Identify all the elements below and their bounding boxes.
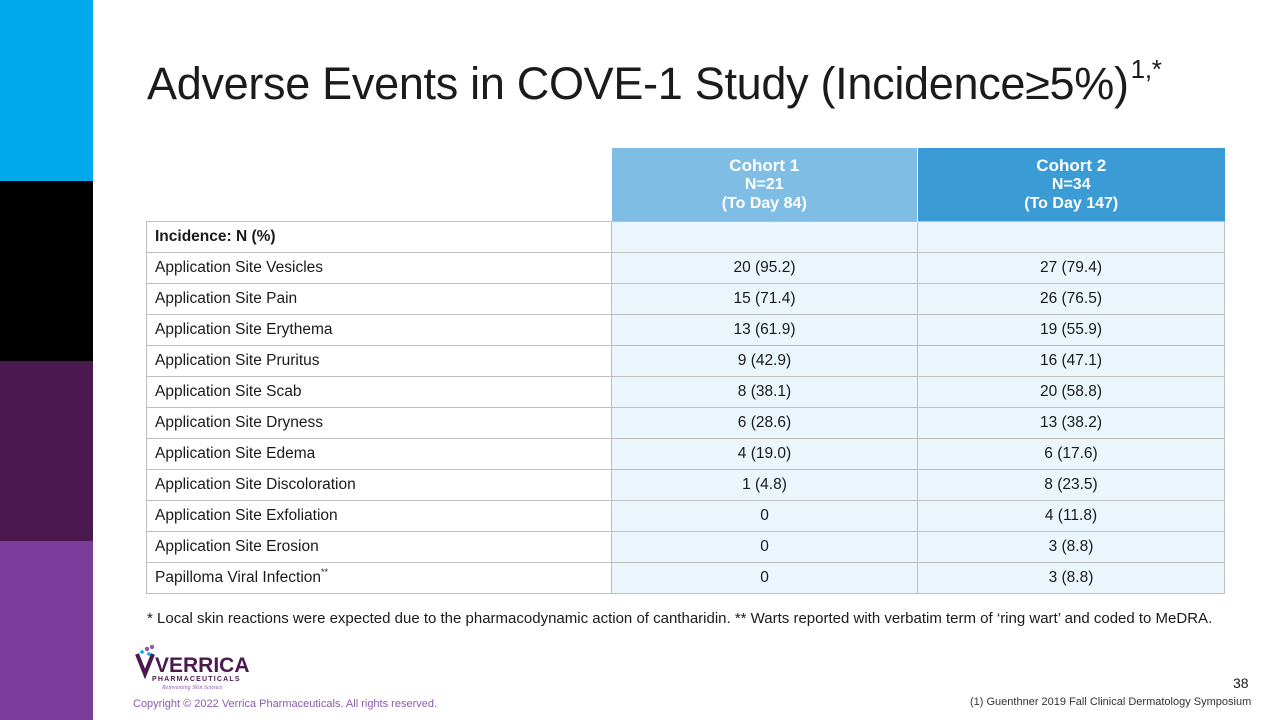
cohort-2-value: 26 (76.5) xyxy=(917,283,1225,315)
reference-citation: (1) Guenthner 2019 Fall Clinical Dermato… xyxy=(970,696,1252,708)
table-row: Application Site Scab 8 (38.1) 20 (58.8) xyxy=(146,376,1225,408)
cohort-2-value: 6 (17.6) xyxy=(917,438,1225,470)
logo-wordmark: VERRICA xyxy=(155,654,250,677)
cohort-1-value: 4 (19.0) xyxy=(611,438,918,470)
section-label: Incidence: N (%) xyxy=(146,221,612,253)
verrica-logo: VERRICA PHARMACEUTICALS Reinventing Skin… xyxy=(135,644,250,691)
row-label: Application Site Discoloration xyxy=(146,469,612,501)
logo-dots-icon xyxy=(140,644,155,656)
logo-tagline: Reinventing Skin Science xyxy=(161,685,223,691)
table-footnote: * Local skin reactions were expected due… xyxy=(147,610,1213,627)
accent-bar-plum xyxy=(0,361,93,541)
accent-bar-purple xyxy=(0,541,93,720)
cohort-2-value: 19 (55.9) xyxy=(917,314,1225,346)
cohort-2-value: 4 (11.8) xyxy=(917,500,1225,532)
row-label: Application Site Vesicles xyxy=(146,252,612,284)
table-row: Application Site Vesicles 20 (95.2) 27 (… xyxy=(146,252,1225,284)
cohort-2-value: 16 (47.1) xyxy=(917,345,1225,377)
table-row: Application Site Erythema 13 (61.9) 19 (… xyxy=(146,314,1225,346)
cohort-2-value: 20 (58.8) xyxy=(917,376,1225,408)
section-empty-cohort-1 xyxy=(611,221,918,253)
cohort-1-value: 9 (42.9) xyxy=(611,345,918,377)
cohort-2-title: Cohort 2 xyxy=(1036,156,1107,175)
cohort-1-value: 1 (4.8) xyxy=(611,469,918,501)
copyright-notice: Copyright © 2022 Verrica Pharmaceuticals… xyxy=(133,698,438,710)
section-empty-cohort-2 xyxy=(917,221,1225,253)
row-label: Application Site Exfoliation xyxy=(146,500,612,532)
cohort-2-value: 8 (23.5) xyxy=(917,469,1225,501)
slide-title-text: Adverse Events in COVE-1 Study (Incidenc… xyxy=(147,58,1129,109)
row-label: Application Site Scab xyxy=(146,376,612,408)
section-row: Incidence: N (%) xyxy=(146,221,1225,253)
cohort-2-period: (To Day 147) xyxy=(1024,195,1119,212)
cohort-2-value: 27 (79.4) xyxy=(917,252,1225,284)
row-label: Application Site Edema xyxy=(146,438,612,470)
cohort-1-value: 0 xyxy=(611,531,918,563)
row-label: Application Site Erosion xyxy=(146,531,612,563)
cohort-1-value: 13 (61.9) xyxy=(611,314,918,346)
cohort-1-value: 0 xyxy=(611,500,918,532)
slide-title: Adverse Events in COVE-1 Study (Incidenc… xyxy=(147,54,1162,110)
cohort-1-value: 6 (28.6) xyxy=(611,407,918,439)
row-label: Application Site Pruritus xyxy=(146,345,612,377)
row-label: Application Site Erythema xyxy=(146,314,612,346)
page-number: 38 xyxy=(1233,675,1249,691)
row-label-text: Papilloma Viral Infection xyxy=(155,569,321,586)
table-row: Application Site Edema 4 (19.0) 6 (17.6) xyxy=(146,438,1225,470)
table-row: Application Site Pain 15 (71.4) 26 (76.5… xyxy=(146,283,1225,315)
row-label: Application Site Pain xyxy=(146,283,612,315)
table-row: Application Site Dryness 6 (28.6) 13 (38… xyxy=(146,407,1225,439)
cohort-1-value: 20 (95.2) xyxy=(611,252,918,284)
cohort-2-n: N=34 xyxy=(1051,176,1091,193)
table-row: Application Site Exfoliation 0 4 (11.8) xyxy=(146,500,1225,532)
cohort-1-title: Cohort 1 xyxy=(729,156,800,175)
header-cohort-2: Cohort 2 N=34 (To Day 147) xyxy=(917,148,1225,222)
slide-title-superscript: 1,* xyxy=(1130,54,1162,84)
logo-v-mark xyxy=(135,653,155,680)
cohort-1-value: 0 xyxy=(611,562,918,594)
header-blank-cell xyxy=(147,148,612,222)
accent-bar-black xyxy=(0,181,93,361)
table-row: Papilloma Viral Infection** 0 3 (8.8) xyxy=(146,562,1225,594)
table-header-row: Cohort 1 N=21 (To Day 84) Cohort 2 N=34 … xyxy=(147,148,1225,222)
table-row: Application Site Erosion 0 3 (8.8) xyxy=(146,531,1225,563)
cohort-2-value: 3 (8.8) xyxy=(917,562,1225,594)
row-label: Application Site Dryness xyxy=(146,407,612,439)
cohort-2-value: 13 (38.2) xyxy=(917,407,1225,439)
cohort-1-n: N=21 xyxy=(744,176,784,193)
header-cohort-1: Cohort 1 N=21 (To Day 84) xyxy=(611,148,918,222)
table-row: Application Site Pruritus 9 (42.9) 16 (4… xyxy=(146,345,1225,377)
table-row: Application Site Discoloration 1 (4.8) 8… xyxy=(146,469,1225,501)
row-footnote-marker: ** xyxy=(321,567,329,577)
logo-subtext: PHARMACEUTICALS xyxy=(152,676,241,683)
cohort-1-value: 15 (71.4) xyxy=(611,283,918,315)
adverse-events-table: Cohort 1 N=21 (To Day 84) Cohort 2 N=34 … xyxy=(146,148,1225,594)
cohort-1-value: 8 (38.1) xyxy=(611,376,918,408)
row-label-with-footnote: Papilloma Viral Infection** xyxy=(146,562,612,594)
accent-bar-cyan xyxy=(0,0,93,181)
cohort-1-period: (To Day 84) xyxy=(721,195,807,212)
cohort-2-value: 3 (8.8) xyxy=(917,531,1225,563)
